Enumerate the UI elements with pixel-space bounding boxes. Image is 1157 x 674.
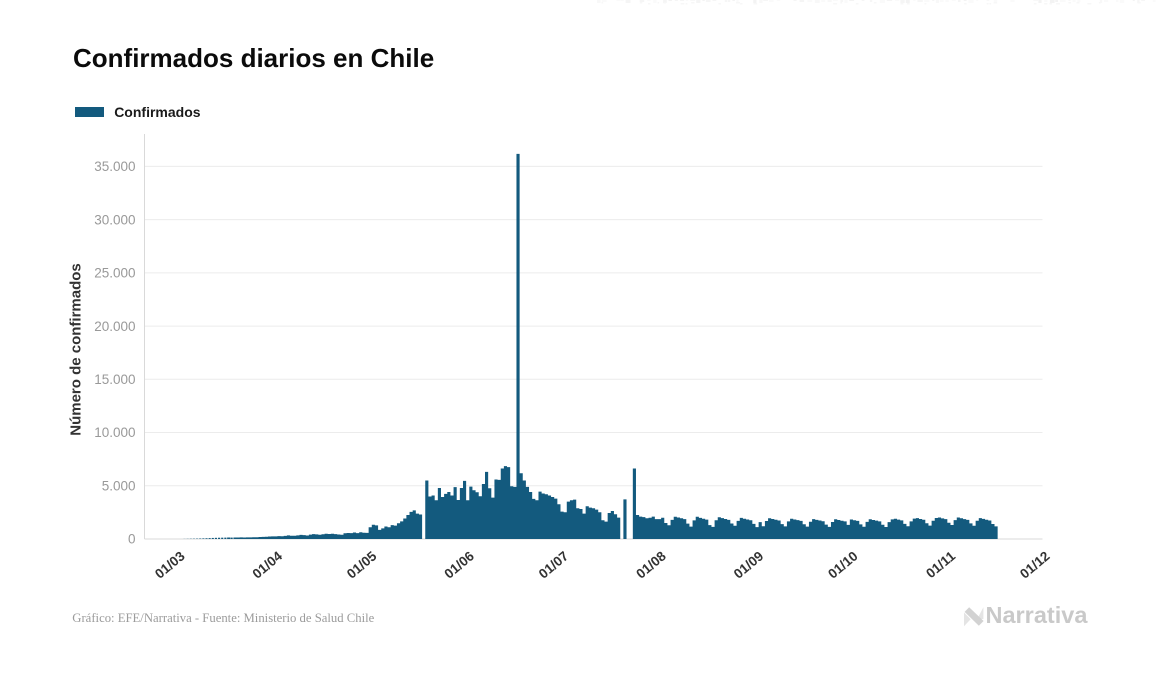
svg-text:01/03: 01/03 — [152, 548, 188, 582]
svg-text:10.000: 10.000 — [94, 425, 135, 440]
svg-text:30.000: 30.000 — [94, 212, 135, 227]
svg-text:25.000: 25.000 — [94, 266, 135, 281]
svg-text:0: 0 — [128, 532, 136, 547]
svg-text:01/09: 01/09 — [731, 548, 767, 581]
svg-text:01/04: 01/04 — [250, 548, 286, 582]
svg-text:01/12: 01/12 — [1017, 548, 1053, 581]
svg-text:01/10: 01/10 — [825, 548, 861, 581]
svg-text:01/06: 01/06 — [441, 548, 477, 582]
svg-text:20.000: 20.000 — [94, 319, 135, 334]
svg-text:35.000: 35.000 — [94, 159, 135, 174]
svg-text:Número de confirmados: Número de confirmados — [68, 263, 85, 436]
svg-text:5.000: 5.000 — [102, 478, 136, 493]
svg-text:01/11: 01/11 — [923, 548, 958, 581]
svg-text:15.000: 15.000 — [94, 372, 135, 387]
svg-text:01/07: 01/07 — [536, 548, 572, 581]
svg-text:01/08: 01/08 — [633, 548, 669, 582]
svg-text:01/05: 01/05 — [344, 548, 380, 582]
